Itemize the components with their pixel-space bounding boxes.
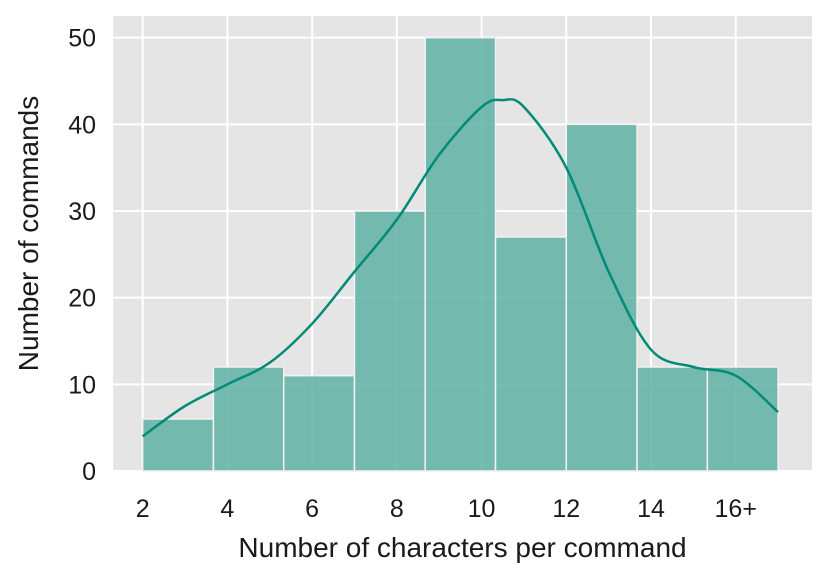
- histogram-bars: [141, 36, 779, 472]
- y-tick-labels: 0 10 20 30 40 50: [68, 25, 96, 486]
- y-tick-label: 30: [68, 198, 96, 226]
- x-tick-label: 16+: [715, 495, 757, 523]
- histogram-bar: [282, 374, 356, 472]
- x-tick-label: 4: [220, 495, 234, 523]
- x-tick-label: 6: [305, 495, 319, 523]
- y-tick-label: 0: [82, 458, 96, 486]
- x-tick-label: 12: [552, 495, 580, 523]
- x-tick-label: 2: [136, 495, 150, 523]
- histogram-bar: [565, 123, 638, 472]
- y-tick-label: 40: [68, 111, 96, 139]
- histogram-bar: [494, 236, 568, 472]
- x-tick-label: 10: [468, 495, 496, 523]
- histogram-bar: [141, 418, 215, 472]
- histogram-bar: [636, 366, 709, 472]
- histogram-bar: [212, 366, 285, 472]
- kde-curve: [141, 98, 779, 438]
- histogram-bar: [353, 210, 426, 472]
- x-tick-labels: 2 4 6 8 10 12 14 16+: [136, 495, 757, 523]
- x-axis-label: Number of characters per command: [238, 532, 686, 563]
- y-tick-label: 20: [68, 285, 96, 313]
- y-axis-label: Number of commands: [13, 96, 44, 371]
- x-tick-label: 14: [637, 495, 665, 523]
- x-tick-label: 8: [390, 495, 404, 523]
- histogram-bar: [424, 36, 497, 472]
- y-tick-label: 50: [68, 25, 96, 53]
- histogram-bar: [706, 366, 779, 472]
- y-tick-label: 10: [68, 371, 96, 399]
